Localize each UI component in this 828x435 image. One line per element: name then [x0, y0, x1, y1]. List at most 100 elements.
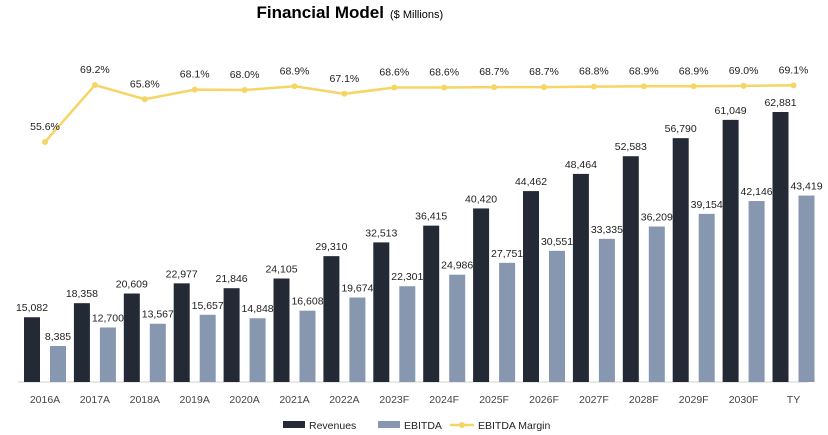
chart-subtitle: ($ Millions)	[390, 9, 443, 21]
x-tick-label: 2029F	[679, 394, 709, 406]
ebitda-margin-label: 68.1%	[180, 69, 210, 81]
ebitda-value-label: 30,551	[541, 236, 573, 248]
x-tick-label: 2016A	[30, 394, 60, 406]
ebitda-bar	[698, 213, 715, 382]
ebitda-margin-point	[740, 82, 747, 89]
revenues-value-label: 24,105	[265, 263, 297, 275]
ebitda-value-label: 22,301	[391, 271, 423, 283]
ebitda-value-label: 12,700	[92, 312, 124, 324]
ebitda-value-label: 39,154	[691, 199, 723, 211]
ebitda-margin-line	[44, 83, 794, 143]
ebitda-bar	[648, 226, 665, 382]
revenues-bar	[722, 119, 739, 383]
revenues-bar	[473, 208, 490, 382]
x-tick-label: 2021A	[279, 394, 309, 406]
revenues-bar	[173, 283, 190, 382]
ebitda-value-label: 43,419	[790, 181, 822, 193]
ebitda-bar	[449, 274, 466, 382]
x-tick-label: TY	[787, 394, 800, 406]
ebitda-value-label: 33,335	[591, 224, 623, 236]
ebitda-margin-label: 68.0%	[230, 69, 260, 81]
ebitda-bar	[349, 297, 366, 382]
ebitda-margin-point	[790, 82, 797, 89]
legend-swatch	[378, 421, 400, 428]
x-tick-label: 2024F	[429, 394, 459, 406]
legend-label: Revenues	[309, 420, 356, 432]
ebitda-bar	[99, 327, 116, 382]
ebitda-margin-label: 69.2%	[80, 64, 110, 76]
ebitda-margin-label: 68.9%	[679, 65, 709, 77]
revenues-value-label: 48,464	[565, 159, 597, 171]
ebitda-margin-label: 69.0%	[729, 65, 759, 77]
ebitda-margin-label: 68.6%	[429, 67, 459, 79]
legend-label: EBITDA	[404, 420, 442, 432]
ebitda-value-label: 42,146	[741, 186, 773, 198]
revenues-bar	[772, 112, 789, 382]
ebitda-margin-label: 65.8%	[130, 78, 160, 90]
revenues-bar	[323, 256, 340, 382]
ebitda-margin-point	[241, 87, 248, 94]
revenues-value-label: 62,881	[764, 97, 796, 109]
revenues-value-label: 32,513	[365, 227, 397, 239]
revenues-bar	[123, 293, 140, 382]
revenues-bar	[24, 317, 40, 382]
x-tick-label: 2019A	[180, 394, 210, 406]
bars-group: 15,082 8,385 18,358 12,700 20,609 13,567 22,97…	[16, 97, 823, 383]
x-tick-label: 2023F	[379, 394, 409, 406]
ebitda-margin-point	[590, 83, 597, 90]
ebitda-bar	[499, 262, 516, 382]
ebitda-margin-label: 68.9%	[280, 65, 310, 77]
ebitda-bar	[399, 286, 416, 382]
x-tick-label: 2020A	[229, 394, 259, 406]
ebitda-margin-point	[42, 139, 48, 145]
ebitda-margin-label: 68.8%	[579, 66, 609, 78]
ebitda-value-label: 24,986	[441, 260, 473, 272]
ebitda-margin-point	[91, 82, 98, 88]
ebitda-margin-point	[341, 90, 348, 97]
revenues-bar	[423, 225, 440, 382]
ebitda-margin-label: 55.6%	[30, 121, 60, 133]
revenues-value-label: 20,609	[116, 279, 148, 291]
ebitda-margin-point	[141, 96, 148, 103]
ebitda-margin-label: 68.7%	[479, 66, 509, 78]
ebitda-value-label: 27,751	[491, 248, 523, 260]
ebitda-margin-point	[491, 84, 498, 91]
ebitda-value-label: 8,385	[45, 331, 71, 343]
x-tick-label: 2017A	[80, 394, 110, 406]
revenues-value-label: 22,977	[166, 268, 198, 280]
x-tick-label: 2027F	[579, 394, 609, 406]
ebitda-margin-point	[441, 84, 448, 91]
ebitda-margin-point	[391, 84, 398, 91]
revenues-bar	[523, 191, 539, 382]
ebitda-value-label: 36,209	[641, 212, 673, 224]
revenues-bar	[373, 242, 390, 382]
margin-line-group: 55.6% 69.2% 65.8% 68.1% 68.0% 68.9% 67.1% 68.6%…	[30, 64, 808, 145]
ebitda-margin-label: 68.7%	[529, 66, 559, 78]
ebitda-bar	[149, 323, 166, 382]
revenues-value-label: 21,846	[216, 273, 248, 285]
ebitda-bar	[798, 195, 815, 382]
ebitda-margin-point	[191, 86, 198, 93]
legend: Revenues EBITDA EBITDA Margin	[283, 420, 551, 432]
x-tick-label: 2022A	[329, 394, 359, 406]
revenues-value-label: 29,310	[315, 241, 347, 253]
ebitda-value-label: 19,674	[341, 283, 373, 295]
ebitda-bar	[748, 201, 765, 382]
x-tick-label: 2026F	[529, 394, 559, 406]
x-tick-label: 2030F	[729, 394, 759, 406]
ebitda-value-label: 16,608	[291, 296, 323, 308]
revenues-bar	[672, 138, 689, 382]
ebitda-bar	[299, 310, 316, 382]
revenues-value-label: 36,415	[415, 211, 447, 223]
ebitda-value-label: 13,567	[142, 309, 174, 321]
ebitda-margin-label: 68.6%	[379, 67, 409, 79]
ebitda-value-label: 15,657	[192, 300, 224, 312]
legend-swatch	[283, 421, 305, 428]
revenues-value-label: 18,358	[66, 288, 98, 300]
revenues-value-label: 40,420	[465, 193, 497, 205]
revenues-value-label: 56,790	[665, 123, 697, 135]
ebitda-margin-point	[690, 83, 697, 90]
ebitda-margin-label: 68.9%	[629, 65, 659, 77]
x-tick-labels: 2016A 2017A 2018A 2019A 2020A 2021A 2022A 2023F…	[30, 394, 800, 406]
